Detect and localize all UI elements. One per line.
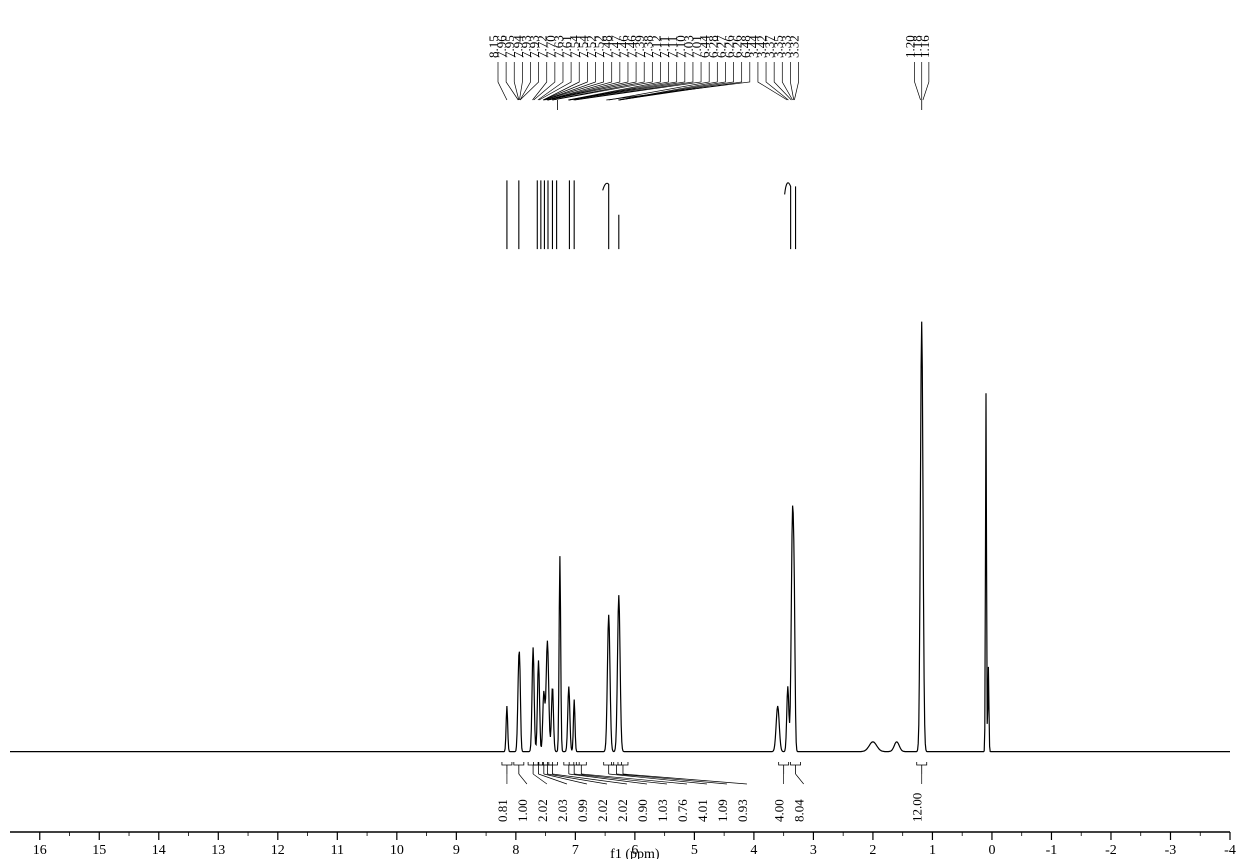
integral-label: 2.02 bbox=[615, 799, 630, 822]
axis-tick: 7 bbox=[572, 843, 579, 858]
axis-tick: 3 bbox=[810, 843, 817, 858]
axis-tick: -3 bbox=[1165, 843, 1177, 858]
axis-tick: 14 bbox=[152, 843, 166, 858]
integral-label: 8.04 bbox=[792, 799, 807, 822]
spectrum-trace bbox=[10, 322, 1230, 752]
integral-label: 4.00 bbox=[772, 799, 787, 822]
integral-label: 12.00 bbox=[910, 793, 925, 822]
integral-label: 4.01 bbox=[695, 799, 710, 822]
axis-tick: -1 bbox=[1046, 843, 1058, 858]
axis-tick: 11 bbox=[331, 843, 344, 858]
axis-label: f1 (ppm) bbox=[610, 847, 660, 859]
axis-tick: 13 bbox=[211, 843, 225, 858]
peak-label: 1.16 bbox=[917, 35, 932, 58]
axis-tick: 0 bbox=[988, 843, 995, 858]
peak-label: 3.32 bbox=[787, 35, 802, 58]
integral-label: 1.09 bbox=[715, 799, 730, 822]
integral-label: 0.81 bbox=[495, 799, 510, 822]
integral-label: 1.00 bbox=[515, 799, 530, 822]
axis-tick: 10 bbox=[390, 843, 404, 858]
integral-label: 2.02 bbox=[595, 799, 610, 822]
nmr-svg: 161514131211109876543210-1-2-3-4f1 (ppm)… bbox=[0, 0, 1240, 859]
integral-label: 0.93 bbox=[735, 799, 750, 822]
axis-tick: -4 bbox=[1224, 843, 1236, 858]
axis-tick: 1 bbox=[929, 843, 936, 858]
axis-tick: 12 bbox=[271, 843, 285, 858]
axis-tick: 4 bbox=[750, 843, 757, 858]
integral-label: 0.99 bbox=[575, 799, 590, 822]
axis-tick: 9 bbox=[453, 843, 460, 858]
axis-tick: 16 bbox=[33, 843, 47, 858]
integral-label: 2.02 bbox=[535, 799, 550, 822]
axis-tick: 15 bbox=[92, 843, 106, 858]
axis-tick: 5 bbox=[691, 843, 698, 858]
integral-label: 2.03 bbox=[555, 799, 570, 822]
axis-tick: 2 bbox=[869, 843, 876, 858]
integral-label: 0.90 bbox=[635, 799, 650, 822]
integral-label: 0.76 bbox=[675, 799, 690, 822]
nmr-spectrum-chart: 161514131211109876543210-1-2-3-4f1 (ppm)… bbox=[0, 0, 1240, 859]
integral-label: 1.03 bbox=[655, 799, 670, 822]
axis-tick: -2 bbox=[1105, 843, 1117, 858]
inset-peak bbox=[603, 183, 609, 249]
axis-tick: 8 bbox=[512, 843, 519, 858]
